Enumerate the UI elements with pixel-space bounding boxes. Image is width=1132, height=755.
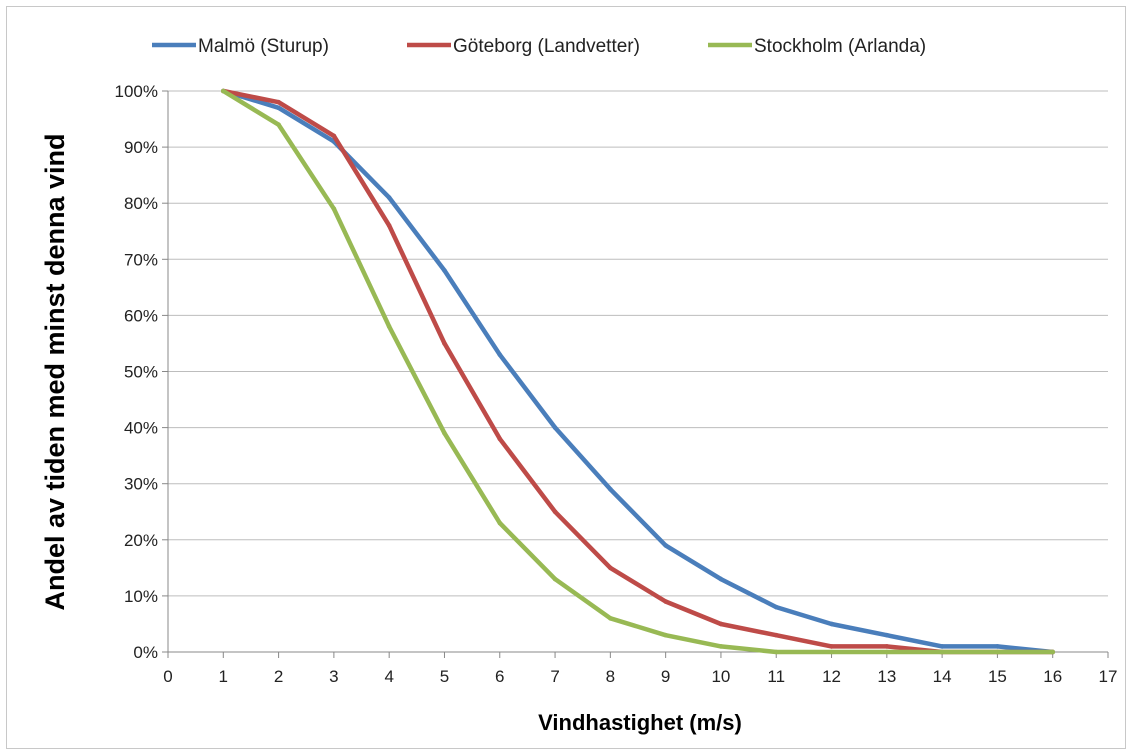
x-tick-label: 5 bbox=[440, 667, 449, 686]
x-axis-title: Vindhastighet (m/s) bbox=[538, 710, 742, 735]
data-point bbox=[552, 509, 558, 515]
data-point bbox=[276, 99, 281, 105]
y-tick-label: 40% bbox=[124, 419, 158, 438]
x-tick-label: 15 bbox=[988, 667, 1007, 686]
legend-label: Göteborg (Landvetter) bbox=[453, 36, 640, 57]
data-point bbox=[663, 632, 668, 638]
series-layer bbox=[220, 88, 1056, 655]
x-tick-label: 4 bbox=[384, 667, 393, 686]
data-point bbox=[442, 341, 447, 346]
data-point bbox=[884, 644, 890, 649]
x-tick-label: 11 bbox=[767, 667, 785, 686]
x-tick-label: 12 bbox=[822, 667, 841, 686]
y-tick-label: 0% bbox=[133, 643, 158, 662]
data-point bbox=[276, 105, 281, 111]
y-tick-label: 10% bbox=[124, 587, 158, 606]
x-tick-label: 6 bbox=[495, 667, 504, 686]
x-tick-label: 13 bbox=[877, 667, 896, 686]
y-tick-label: 50% bbox=[124, 363, 158, 382]
axis-layer: 0%10%20%30%40%50%60%70%80%90%100%0 1 2 3 4 5 6… bbox=[115, 82, 1118, 686]
data-point bbox=[386, 223, 392, 228]
x-tick-label: 8 bbox=[606, 667, 615, 686]
series-line bbox=[221, 88, 1055, 655]
data-point bbox=[552, 576, 558, 582]
y-tick-label: 100% bbox=[115, 82, 158, 101]
x-tick-label: 10 bbox=[711, 667, 730, 686]
y-tick-label: 30% bbox=[124, 475, 158, 494]
series-line bbox=[221, 88, 1055, 655]
data-point bbox=[884, 649, 890, 655]
grid-layer bbox=[168, 90, 1108, 597]
y-tick-label: 70% bbox=[124, 250, 158, 269]
data-point bbox=[1050, 649, 1056, 655]
x-tick-label: 16 bbox=[1043, 667, 1062, 686]
x-tick-label: 0 bbox=[163, 667, 172, 686]
data-point bbox=[718, 644, 724, 649]
x-tick-label: 17 bbox=[1099, 667, 1118, 686]
data-point bbox=[331, 133, 337, 139]
data-point bbox=[497, 352, 503, 357]
data-point bbox=[995, 649, 1000, 655]
y-tick-label: 20% bbox=[124, 531, 158, 550]
chart-frame bbox=[6, 6, 1126, 749]
x-tick-label: 3 bbox=[329, 667, 338, 686]
legend-label: Stockholm (Arlanda) bbox=[754, 36, 926, 57]
data-point bbox=[829, 644, 834, 649]
legend: Malmö (Sturup) Göteborg (Landvetter) Stock… bbox=[152, 36, 926, 57]
data-point bbox=[829, 649, 834, 655]
data-point bbox=[276, 122, 281, 127]
legend-label: Malmö (Sturup) bbox=[198, 36, 329, 57]
data-point bbox=[829, 621, 834, 627]
y-axis-title: Andel av tiden med minst denna vind bbox=[40, 133, 70, 610]
data-point bbox=[995, 644, 1000, 649]
x-tick-label: 14 bbox=[933, 667, 952, 686]
data-point bbox=[608, 487, 613, 492]
data-point bbox=[386, 195, 392, 200]
x-tick-label: 2 bbox=[274, 667, 283, 686]
x-tick-label: 1 bbox=[219, 667, 228, 686]
data-point bbox=[773, 632, 779, 638]
data-point bbox=[497, 520, 503, 526]
x-tick-label: 9 bbox=[661, 667, 670, 686]
data-point bbox=[608, 565, 613, 571]
data-point bbox=[386, 324, 392, 329]
data-point bbox=[663, 543, 668, 548]
data-point bbox=[497, 436, 503, 442]
data-point bbox=[939, 644, 945, 649]
data-point bbox=[552, 425, 558, 430]
data-point bbox=[884, 632, 890, 638]
data-point bbox=[442, 268, 447, 273]
y-tick-label: 80% bbox=[124, 194, 158, 213]
data-point bbox=[220, 88, 226, 94]
data-point bbox=[718, 621, 724, 627]
data-point bbox=[773, 604, 779, 610]
data-point bbox=[773, 649, 779, 655]
x-tick-label: 7 bbox=[550, 667, 559, 686]
data-point bbox=[718, 576, 724, 582]
data-point bbox=[442, 430, 447, 436]
data-point bbox=[939, 649, 945, 655]
series-line bbox=[221, 88, 1055, 655]
data-point bbox=[331, 206, 337, 212]
y-tick-label: 60% bbox=[124, 306, 158, 325]
y-tick-label: 90% bbox=[124, 138, 158, 157]
data-point bbox=[608, 616, 613, 621]
data-point bbox=[663, 599, 668, 604]
